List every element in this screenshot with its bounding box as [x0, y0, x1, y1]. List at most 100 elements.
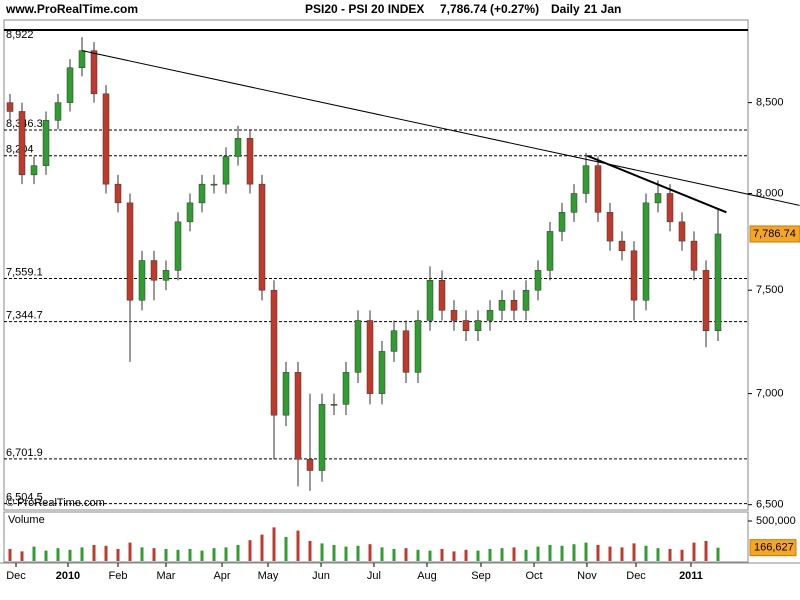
volume-pane: [3, 511, 749, 563]
volume-bar: [596, 545, 600, 561]
x-tick-label: Sep: [471, 570, 491, 582]
candle-body: [486, 310, 494, 321]
level-label: 6,504.5: [6, 492, 43, 504]
volume-title: Volume: [8, 514, 45, 526]
volume-bar: [20, 551, 24, 561]
volume-bar: [284, 537, 288, 561]
volume-bar: [572, 544, 576, 561]
candle-body: [678, 221, 686, 242]
volume-bar: [692, 542, 696, 561]
candle-body: [186, 202, 194, 223]
volume-bar: [32, 546, 36, 561]
candle-body: [702, 270, 710, 331]
volume-bar: [524, 549, 528, 561]
candle-body: [210, 183, 218, 186]
volume-bar: [536, 546, 540, 561]
volume-bar: [104, 545, 108, 561]
candle-body: [714, 233, 722, 331]
candle-body: [510, 299, 518, 311]
x-tick-label: 2011: [679, 570, 703, 582]
candle-body: [462, 320, 470, 331]
volume-bar: [188, 549, 192, 561]
candle-body: [474, 320, 482, 331]
x-tick-label: May: [258, 570, 279, 582]
volume-bar: [632, 543, 636, 561]
candle-body: [222, 156, 230, 185]
volume-bar: [260, 534, 264, 561]
candle-body: [378, 351, 386, 394]
candle-body: [546, 231, 554, 271]
x-tick-label: Nov: [577, 570, 597, 582]
candle-body: [558, 212, 566, 232]
candle-body: [318, 404, 326, 471]
volume-bar: [656, 548, 660, 561]
volume-bar: [164, 549, 168, 561]
volume-bar: [92, 545, 96, 561]
candle-body: [690, 240, 698, 271]
y-tick-label: 500,000: [756, 515, 796, 527]
watermark: © ProRealTime.com: [6, 497, 105, 509]
candle-body: [630, 250, 638, 301]
volume-bar: [248, 540, 252, 561]
level-label: 8,922: [6, 29, 34, 41]
x-tick-label: Feb: [109, 570, 128, 582]
candle-body: [30, 165, 38, 176]
volume-bar: [320, 543, 324, 561]
volume-bar: [308, 541, 312, 561]
candle-body: [534, 270, 542, 291]
volume-bar: [560, 545, 564, 561]
candle-body: [150, 260, 158, 281]
candle-body: [342, 372, 350, 405]
level-label: 7,559.1: [6, 266, 43, 278]
candle-body: [642, 202, 650, 301]
symbol: PSI20 - PSI 20 INDEX: [305, 2, 424, 16]
volume-bar: [152, 548, 156, 561]
volume-bar: [440, 549, 444, 561]
volume-bar: [116, 549, 120, 561]
candle-body: [198, 183, 206, 204]
volume-bar: [80, 547, 84, 561]
candle-body: [426, 280, 434, 321]
candle-body: [114, 183, 122, 204]
candle-body: [102, 93, 110, 185]
volume-bar: [140, 547, 144, 561]
candle-body: [366, 320, 374, 394]
quote: 7,786.74 (+0.27%): [440, 2, 539, 16]
volume-bar: [236, 545, 240, 561]
volume-bar: [716, 547, 720, 561]
candle-body: [6, 102, 14, 112]
y-tick-label: 7,000: [756, 388, 784, 400]
y-tick-label: 8,000: [756, 187, 784, 199]
volume-bar: [128, 542, 132, 561]
candle-body: [258, 183, 266, 291]
volume-bar: [500, 548, 504, 561]
volume-bar: [8, 549, 12, 561]
candle-body: [174, 221, 182, 271]
x-tick-label: Dec: [6, 570, 26, 582]
volume-bar: [464, 549, 468, 561]
volume-bar: [428, 550, 432, 561]
candle-body: [78, 50, 86, 69]
candle-body: [54, 102, 62, 121]
x-tick-label: 2010: [56, 570, 80, 582]
candle-body: [234, 138, 242, 157]
candle-body: [354, 320, 362, 373]
volume-bar: [668, 549, 672, 561]
volume-bar: [176, 549, 180, 561]
volume-bar: [512, 547, 516, 561]
candle-body: [138, 260, 146, 301]
candle-body: [402, 330, 410, 373]
candle-body: [594, 165, 602, 213]
volume-bar: [488, 549, 492, 561]
level-label: 7,344.7: [6, 309, 43, 321]
y-tick-label: 7,500: [756, 284, 784, 296]
volume-bar: [416, 549, 420, 561]
volume-bar: [224, 547, 228, 561]
volume-bar: [368, 544, 372, 561]
period: Daily: [551, 2, 580, 16]
last-volume-box: [749, 539, 797, 557]
site: www.ProRealTime.com: [5, 2, 138, 16]
candle-body: [618, 240, 626, 252]
volume-bar: [212, 548, 216, 561]
